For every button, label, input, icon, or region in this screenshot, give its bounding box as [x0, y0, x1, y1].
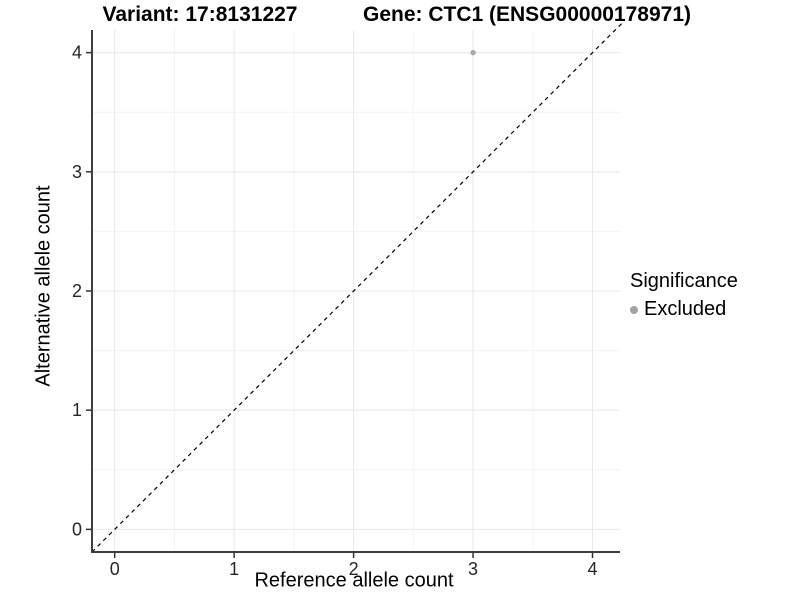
y-tick-label: 4 [72, 43, 82, 63]
identity-line [91, 20, 626, 553]
x-tick-label: 4 [588, 559, 598, 579]
legend-title: Significance [630, 270, 738, 292]
x-axis-label: Reference allele count [254, 569, 454, 592]
plot-title-gene: Gene: CTC1 (ENSG00000178971) [363, 3, 691, 26]
y-axis-label: Alternative allele count [32, 185, 55, 387]
legend: Significance Excluded [630, 270, 738, 321]
x-tick-label: 2 [349, 559, 359, 579]
plot-title-variant: Variant: 17:8131227 [102, 3, 298, 26]
data-point [470, 49, 476, 56]
y-tick-label: 2 [72, 281, 82, 301]
excluded-point-icon [630, 305, 638, 314]
x-tick-label: 0 [110, 559, 120, 579]
y-tick-label: 3 [72, 162, 82, 182]
legend-item-label: Excluded [644, 298, 727, 320]
x-tick-label: 1 [229, 559, 239, 579]
legend-item-excluded: Excluded [630, 298, 738, 321]
y-tick-label: 1 [72, 400, 82, 420]
y-tick-label: 0 [72, 519, 82, 539]
x-tick-label: 3 [468, 559, 478, 579]
